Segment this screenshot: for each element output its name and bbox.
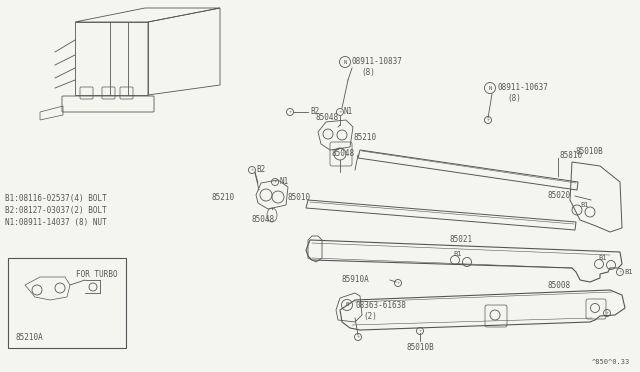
- Text: (8): (8): [361, 67, 375, 77]
- Text: 85048: 85048: [251, 215, 274, 224]
- Text: B1: B1: [624, 269, 632, 275]
- Text: B2:08127-03037(2) BOLT: B2:08127-03037(2) BOLT: [5, 205, 107, 215]
- Text: B1: B1: [580, 202, 589, 208]
- Text: +: +: [396, 281, 400, 285]
- Text: B2: B2: [256, 166, 265, 174]
- Text: +: +: [356, 335, 360, 339]
- Text: N1: N1: [279, 177, 288, 186]
- Text: 08911-10637: 08911-10637: [498, 83, 549, 93]
- Text: 85010B: 85010B: [576, 148, 604, 157]
- Text: +: +: [339, 110, 342, 114]
- Text: B1: B1: [453, 251, 461, 257]
- Text: +: +: [605, 311, 609, 315]
- Text: 85048: 85048: [316, 112, 339, 122]
- Bar: [8, 258, 126, 348]
- Text: 08363-61638: 08363-61638: [355, 301, 406, 310]
- Text: FOR TURBO: FOR TURBO: [76, 270, 118, 279]
- Text: N1: N1: [344, 108, 353, 116]
- Text: N: N: [488, 86, 492, 90]
- Text: B1: B1: [598, 255, 607, 261]
- Text: (2): (2): [363, 311, 377, 321]
- Text: 85810: 85810: [560, 151, 583, 160]
- Text: B2: B2: [310, 108, 319, 116]
- Text: 85210: 85210: [211, 192, 234, 202]
- Text: +: +: [288, 110, 292, 114]
- Text: 08911-10837: 08911-10837: [352, 58, 403, 67]
- Text: B1:08116-02537(4) BOLT: B1:08116-02537(4) BOLT: [5, 193, 107, 202]
- Text: (8): (8): [507, 93, 521, 103]
- Text: +: +: [486, 118, 490, 122]
- Text: 85210: 85210: [354, 132, 377, 141]
- Text: 85008: 85008: [548, 282, 571, 291]
- Text: +: +: [618, 270, 621, 274]
- Text: 85910A: 85910A: [342, 276, 370, 285]
- Text: ^850^0.33: ^850^0.33: [592, 359, 630, 365]
- Text: N: N: [344, 60, 347, 64]
- Text: B: B: [346, 302, 349, 308]
- Text: +: +: [419, 329, 422, 333]
- Text: 85020: 85020: [548, 192, 571, 201]
- Text: 85021: 85021: [450, 235, 473, 244]
- Text: 85010B: 85010B: [406, 343, 434, 353]
- Text: +: +: [250, 168, 253, 172]
- Text: 85010: 85010: [288, 192, 311, 202]
- Text: 85210A: 85210A: [16, 333, 44, 342]
- Text: +: +: [273, 180, 276, 184]
- Text: N1:08911-14037 (8) NUT: N1:08911-14037 (8) NUT: [5, 218, 107, 227]
- Text: 85048: 85048: [332, 150, 355, 158]
